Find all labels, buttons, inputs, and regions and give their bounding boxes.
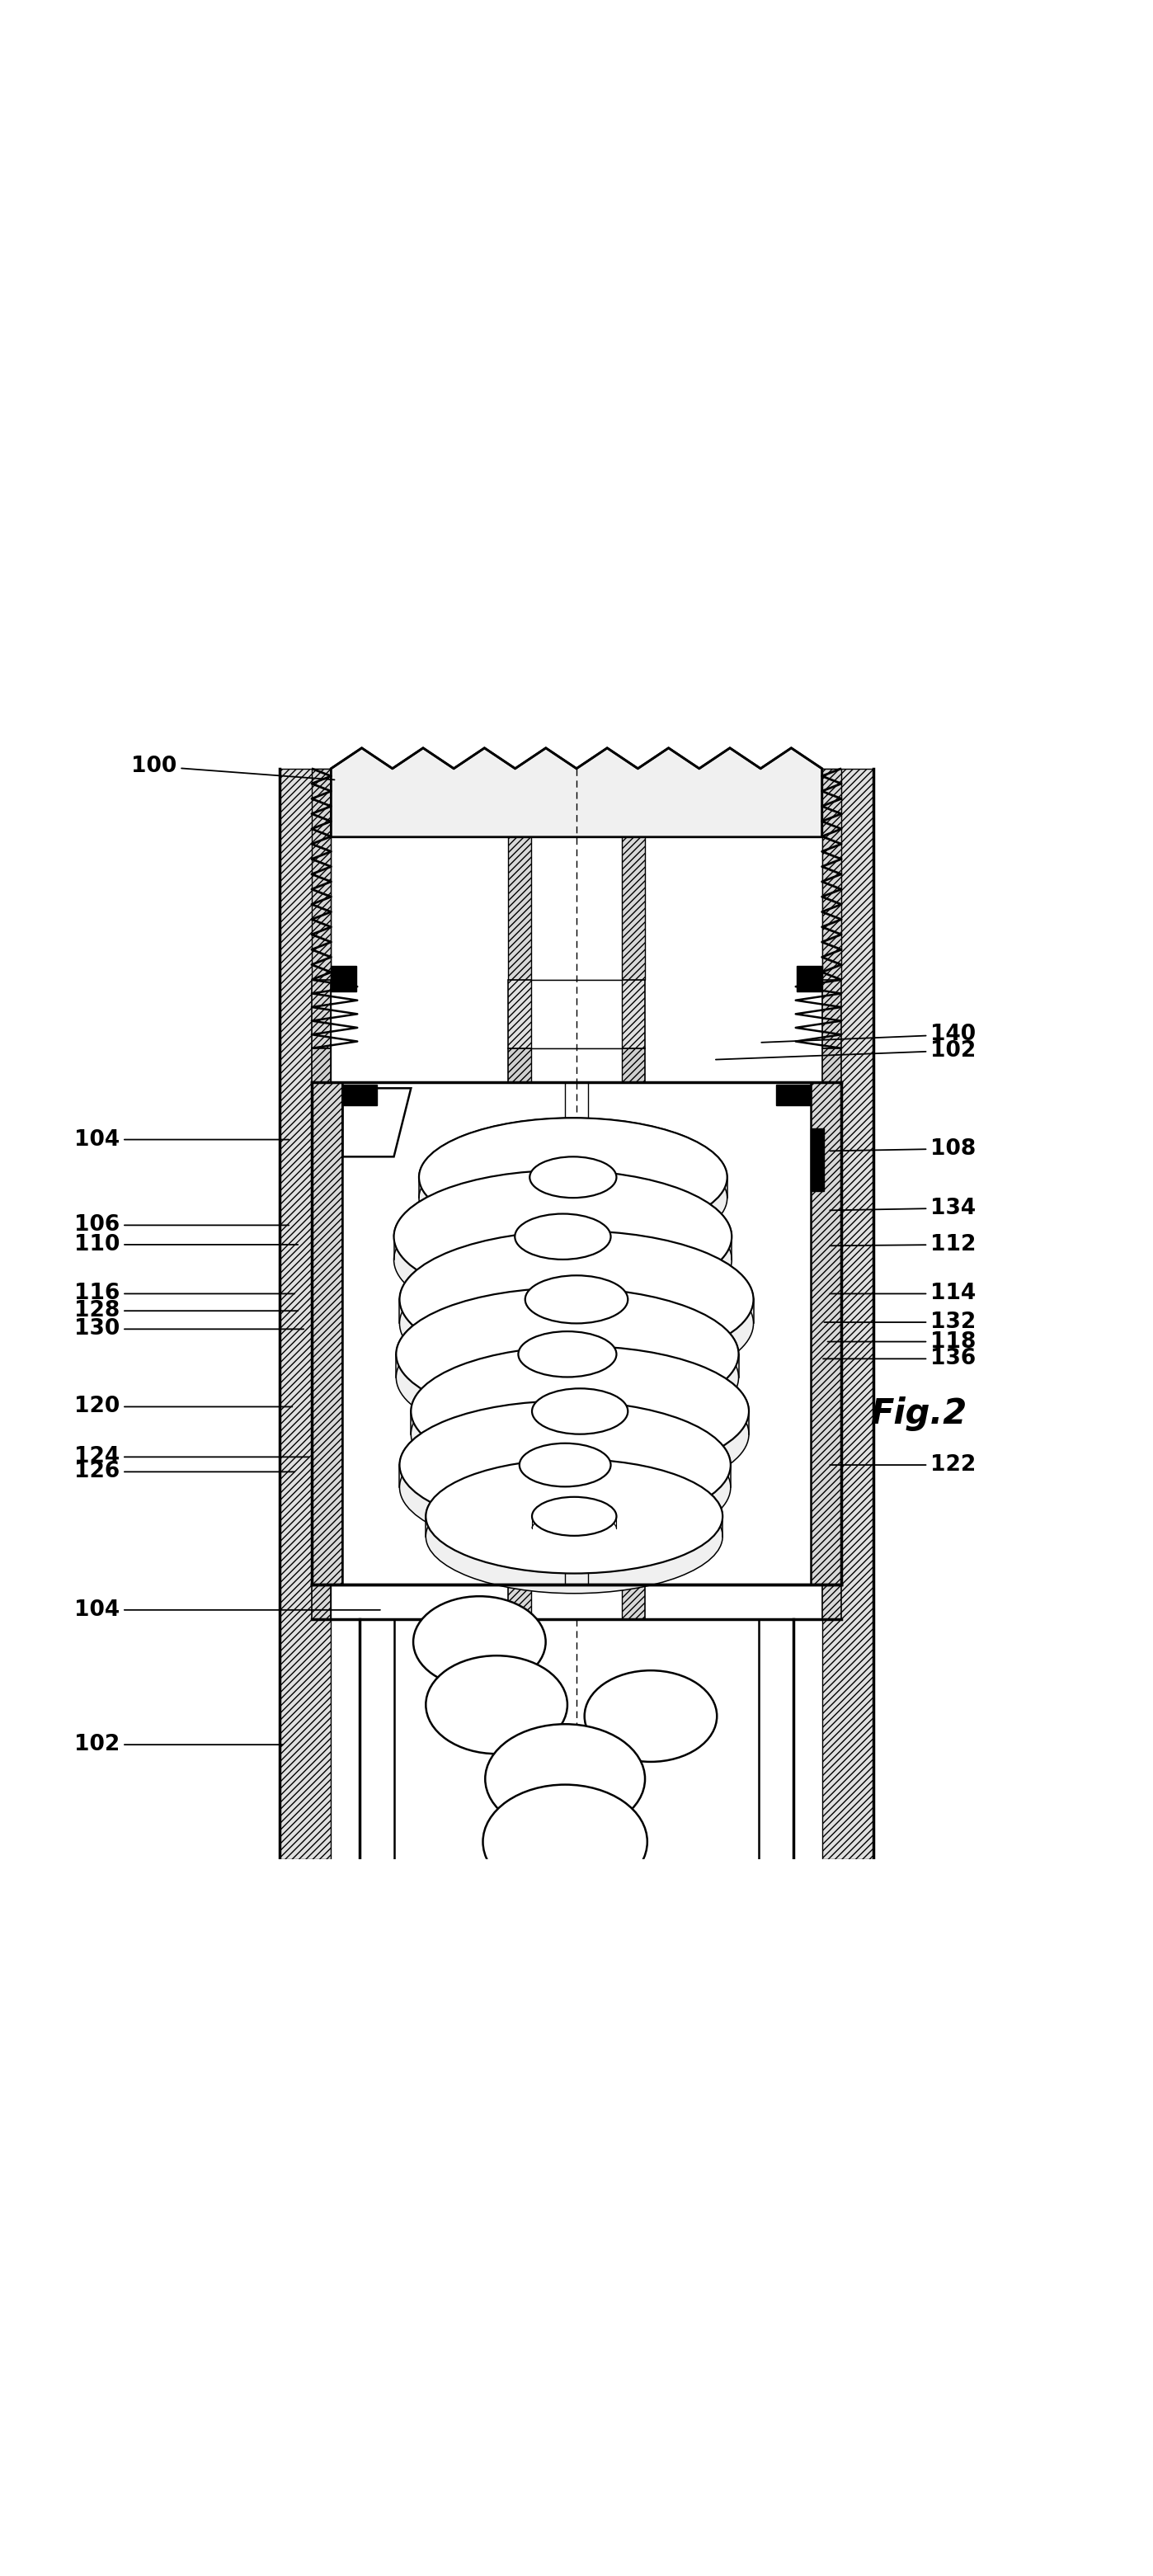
Bar	[811, 1128, 824, 1190]
Text: 114: 114	[830, 1283, 975, 1303]
Text: 120: 120	[74, 1396, 292, 1417]
Bar	[797, 966, 822, 992]
Text: 122: 122	[830, 1455, 975, 1476]
Text: 128: 128	[74, 1301, 297, 1321]
Ellipse shape	[515, 1213, 611, 1260]
Ellipse shape	[400, 1255, 753, 1391]
Polygon shape	[508, 1584, 645, 1620]
Polygon shape	[822, 1584, 842, 1620]
Polygon shape	[311, 1082, 342, 1584]
Polygon shape	[280, 768, 331, 1860]
Polygon shape	[331, 747, 822, 837]
Ellipse shape	[529, 1157, 617, 1198]
Text: 104: 104	[74, 1128, 288, 1151]
Text: 100: 100	[131, 755, 334, 781]
Polygon shape	[342, 1087, 410, 1157]
Polygon shape	[811, 1082, 842, 1584]
Bar	[331, 966, 356, 992]
Bar	[530, 1584, 623, 1620]
Ellipse shape	[413, 1597, 545, 1687]
Bar	[342, 1082, 811, 1584]
Polygon shape	[311, 1048, 331, 1082]
Ellipse shape	[425, 1479, 723, 1595]
Bar	[331, 701, 822, 768]
Ellipse shape	[400, 1231, 753, 1368]
Ellipse shape	[394, 1193, 732, 1327]
Text: 102: 102	[74, 1734, 284, 1754]
Text: 110: 110	[74, 1234, 297, 1255]
Text: Fig.2: Fig.2	[871, 1396, 967, 1430]
Polygon shape	[822, 1048, 842, 1082]
Polygon shape	[311, 979, 331, 1048]
Text: 132: 132	[824, 1311, 975, 1332]
Ellipse shape	[400, 1401, 731, 1530]
Ellipse shape	[519, 1443, 611, 1486]
Polygon shape	[508, 768, 645, 979]
Ellipse shape	[485, 1723, 645, 1834]
Text: 106: 106	[74, 1213, 288, 1236]
Ellipse shape	[425, 1458, 723, 1574]
Ellipse shape	[419, 1139, 728, 1257]
Ellipse shape	[532, 1497, 617, 1535]
Text: 108: 108	[830, 1139, 975, 1159]
Text: 130: 130	[74, 1319, 303, 1340]
Bar	[530, 768, 623, 979]
Ellipse shape	[394, 1170, 732, 1303]
Text: 102: 102	[716, 1041, 975, 1061]
Text: 126: 126	[74, 1461, 294, 1484]
Text: 104: 104	[74, 1600, 380, 1620]
Ellipse shape	[400, 1425, 731, 1551]
Polygon shape	[311, 768, 331, 979]
Bar	[342, 1084, 377, 1105]
Polygon shape	[822, 979, 842, 1048]
Text: 136: 136	[823, 1347, 975, 1370]
Ellipse shape	[525, 1275, 628, 1324]
Ellipse shape	[410, 1347, 748, 1476]
Ellipse shape	[519, 1332, 617, 1378]
Polygon shape	[311, 1584, 331, 1620]
Text: 118: 118	[828, 1332, 977, 1352]
Bar	[776, 1084, 811, 1105]
Polygon shape	[822, 768, 873, 1860]
Text: 140: 140	[761, 1023, 975, 1046]
Ellipse shape	[397, 1288, 739, 1419]
Bar	[530, 1048, 623, 1082]
Ellipse shape	[410, 1368, 748, 1499]
Ellipse shape	[419, 1118, 728, 1236]
Ellipse shape	[585, 1669, 717, 1762]
Text: 124: 124	[74, 1445, 309, 1468]
Ellipse shape	[425, 1656, 567, 1754]
Ellipse shape	[483, 1785, 647, 1899]
Polygon shape	[508, 1048, 645, 1082]
Bar	[394, 1620, 759, 1860]
Text: 112: 112	[830, 1234, 977, 1255]
Bar	[508, 979, 645, 1048]
Ellipse shape	[397, 1311, 739, 1443]
Text: 116: 116	[74, 1283, 294, 1303]
Text: 134: 134	[830, 1198, 975, 1218]
Bar	[530, 979, 623, 1048]
Polygon shape	[822, 768, 842, 979]
Ellipse shape	[532, 1388, 628, 1435]
